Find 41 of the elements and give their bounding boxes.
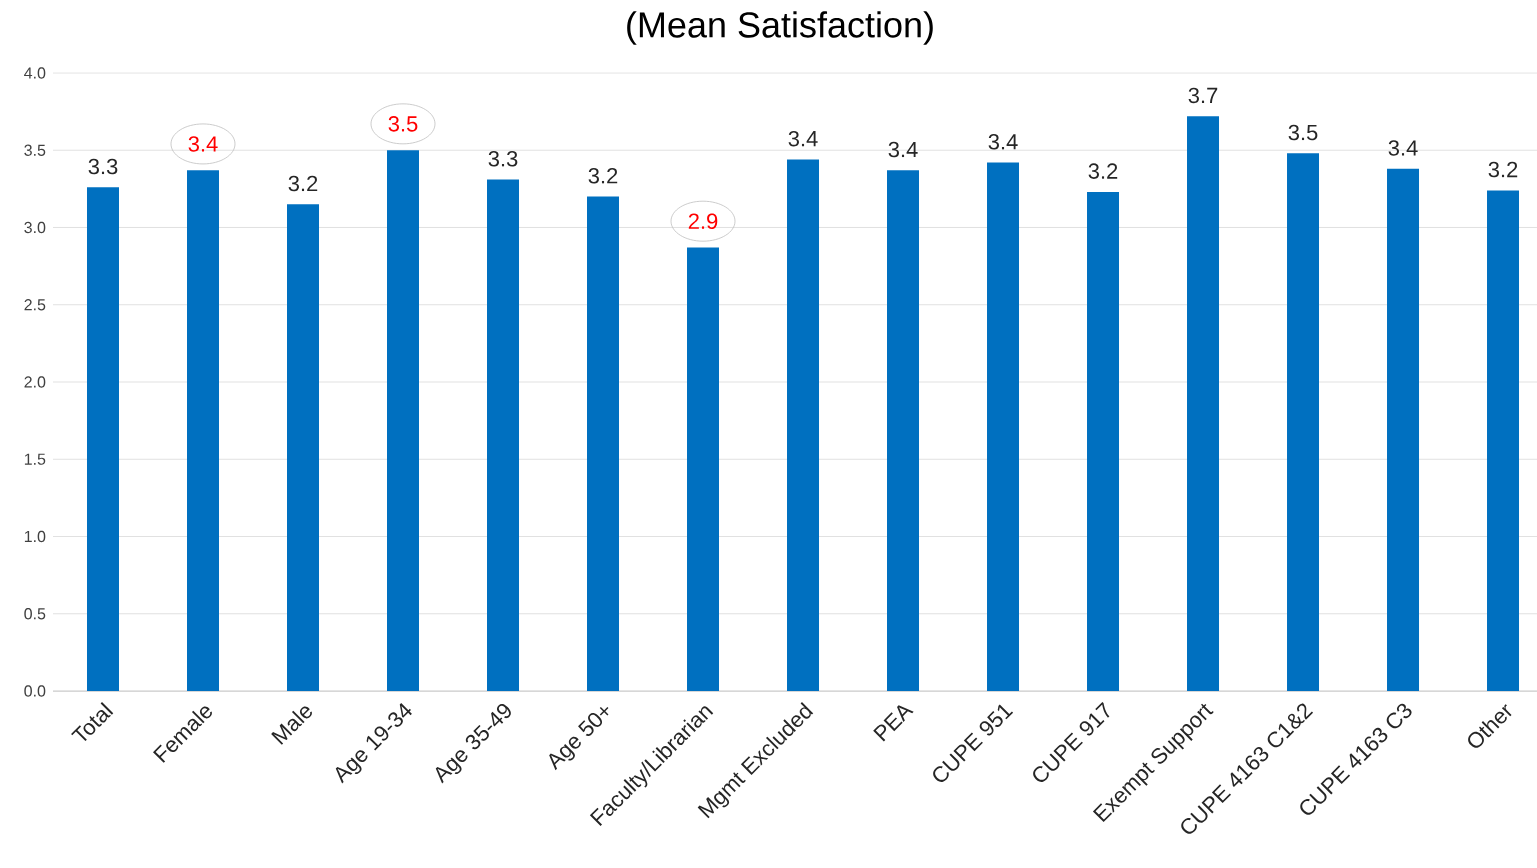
- bar: [287, 204, 319, 691]
- bar: [1387, 168, 1420, 691]
- bar: [1187, 116, 1220, 691]
- bar: [1487, 190, 1520, 691]
- bar: [987, 162, 1020, 691]
- annotation: 3.5: [388, 116, 418, 132]
- y-tick-label: 1.5: [24, 453, 46, 465]
- bar: [387, 150, 419, 691]
- data-label: 3.2: [1488, 161, 1518, 178]
- bar: [1087, 191, 1120, 691]
- data-label: 3.7: [1188, 87, 1218, 104]
- y-tick-label: 0.0: [24, 685, 46, 697]
- y-tick-label: 0.5: [24, 608, 46, 620]
- data-label: 3.4: [1388, 140, 1418, 156]
- data-label: 3.5: [1288, 124, 1318, 141]
- data-label: 3.2: [288, 175, 318, 192]
- x-tick-label: PEA: [873, 705, 914, 742]
- bar: [687, 247, 720, 691]
- data-label: 3.3: [488, 150, 518, 167]
- y-tick-label: 3.0: [24, 221, 46, 234]
- bar: [87, 187, 119, 691]
- annotation: 2.9: [688, 213, 718, 229]
- bar: [1287, 153, 1320, 691]
- bar: [887, 170, 920, 691]
- y-tick-label: 1.0: [24, 530, 46, 543]
- bar: [587, 196, 620, 691]
- y-tick-label: 4.0: [24, 67, 46, 79]
- chart-title: (Mean Satisfaction): [627, 11, 933, 45]
- y-tick-label: 3.5: [24, 144, 46, 156]
- y-tick-label: 2.0: [24, 376, 46, 388]
- annotation: 3.4: [188, 136, 218, 152]
- bar: [487, 179, 520, 691]
- bar: [187, 170, 220, 691]
- data-label: 3.2: [1088, 163, 1118, 179]
- data-label: 3.4: [788, 130, 818, 147]
- data-label: 3.4: [888, 141, 918, 158]
- data-label: 3.4: [988, 133, 1018, 150]
- y-tick-label: 2.5: [24, 299, 46, 311]
- bar: [787, 159, 820, 691]
- data-label: 3.3: [88, 158, 118, 175]
- data-label: 3.2: [588, 167, 618, 184]
